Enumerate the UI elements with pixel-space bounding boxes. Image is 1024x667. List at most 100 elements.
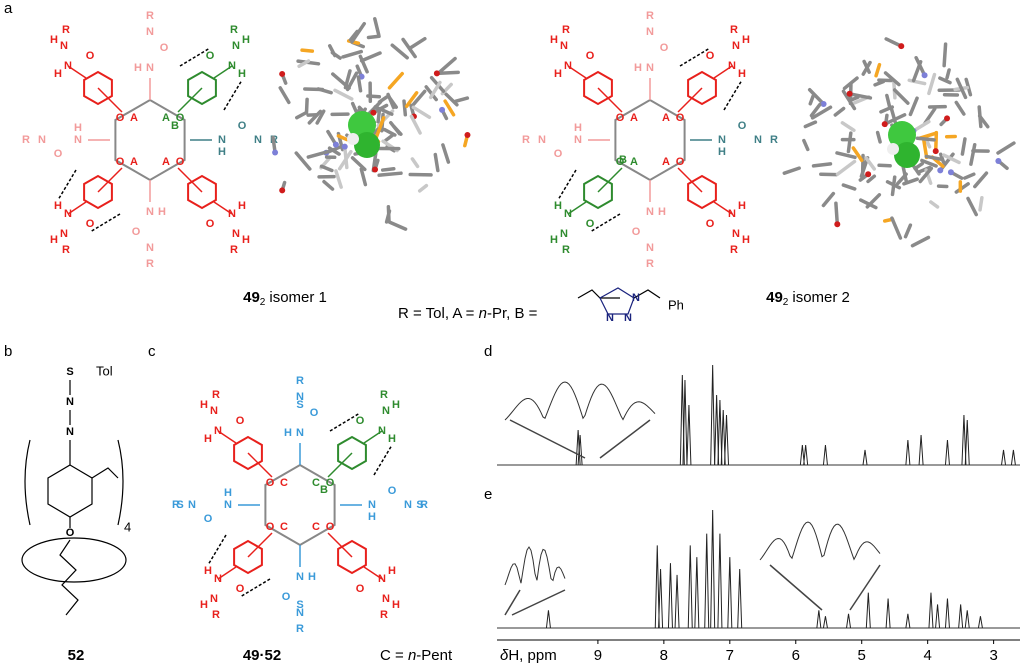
render-stick [927,72,937,96]
atom: N [732,228,740,240]
atom: N [254,134,262,146]
render-atom [881,121,888,128]
atom: N [646,62,654,74]
ring [337,539,367,575]
bond [567,201,587,215]
xlabel-rest: H, ppm [508,647,556,664]
atom: R [646,10,654,22]
atom: N [646,242,654,254]
render-stick [382,127,397,137]
bond [247,452,273,478]
atom: A [662,156,670,168]
atom: H [392,599,400,611]
render-stick [278,86,291,105]
render-stick [922,138,929,160]
atom: H [74,122,82,134]
atom: O [66,527,75,539]
render-stick [973,171,989,189]
atom: N [214,573,222,585]
render-stick [373,105,394,116]
render-stick [977,105,983,129]
atom: R [62,24,70,36]
atom: O [236,583,245,595]
render-stick [920,158,938,168]
atom: H [134,62,142,74]
atom: N [228,208,236,220]
atom: R [380,609,388,621]
render-stick [411,105,432,119]
atom: A [130,112,138,124]
atom: C [312,477,320,489]
atom: R [380,389,388,401]
render-stick [861,60,872,76]
bond [97,87,123,113]
render-stick [847,92,873,100]
render-stick [811,162,833,168]
atom: 4 [124,519,131,534]
atom: N [632,292,640,304]
render-stick [327,146,341,156]
render-stick [366,100,383,117]
atom: N [560,40,568,52]
render-stick [374,116,386,140]
peak [658,568,664,629]
atom: S [296,399,303,411]
atom: N [564,60,572,72]
atom: N [296,391,304,403]
atom: H [550,34,558,46]
render-stick [864,156,876,171]
atom: O [86,50,95,62]
peak [717,533,723,629]
x-tick-label: 3 [989,647,997,664]
atom: N [214,425,222,437]
atom: O [132,226,141,238]
atom: H [392,399,400,411]
atom: C [280,521,288,533]
atom: N [218,134,226,146]
render-stick [380,166,396,172]
atom: R [646,258,654,270]
atom: R [296,623,304,635]
render-stick [907,78,927,86]
render-stick [903,223,913,239]
render-stick [885,93,892,110]
atom: N [66,426,74,438]
bond [177,87,203,113]
peak [694,557,700,629]
render-guest [894,142,920,168]
atom: R [212,389,220,401]
atom: R [730,244,738,256]
atom: N [232,228,240,240]
render-stick [892,88,910,105]
ring [233,539,263,575]
render-stick [411,89,427,106]
atom: O [660,42,669,54]
atom: A [162,156,170,168]
render-stick [933,130,939,153]
render-stick [366,34,381,40]
ring [687,70,717,106]
atom: N [66,396,74,408]
ring [83,174,113,210]
bond [247,532,273,558]
atom: Ph [668,297,684,312]
render-stick [954,182,970,194]
atom: O [176,112,185,124]
atom: R [730,24,738,36]
atom: N [232,40,240,52]
atom: H [242,34,250,46]
atom: H [54,68,62,80]
atom: N [368,499,376,511]
inset-trace [504,381,656,421]
atom: H [50,34,58,46]
peak [961,414,967,466]
peak [944,439,950,466]
ring [614,98,686,182]
render-atom [995,157,1002,164]
panel-label: a [4,0,13,17]
atom: A [630,112,638,124]
render-stick [841,89,857,111]
render-atom [433,70,440,77]
atom: N [564,208,572,220]
render-atom [944,115,951,122]
